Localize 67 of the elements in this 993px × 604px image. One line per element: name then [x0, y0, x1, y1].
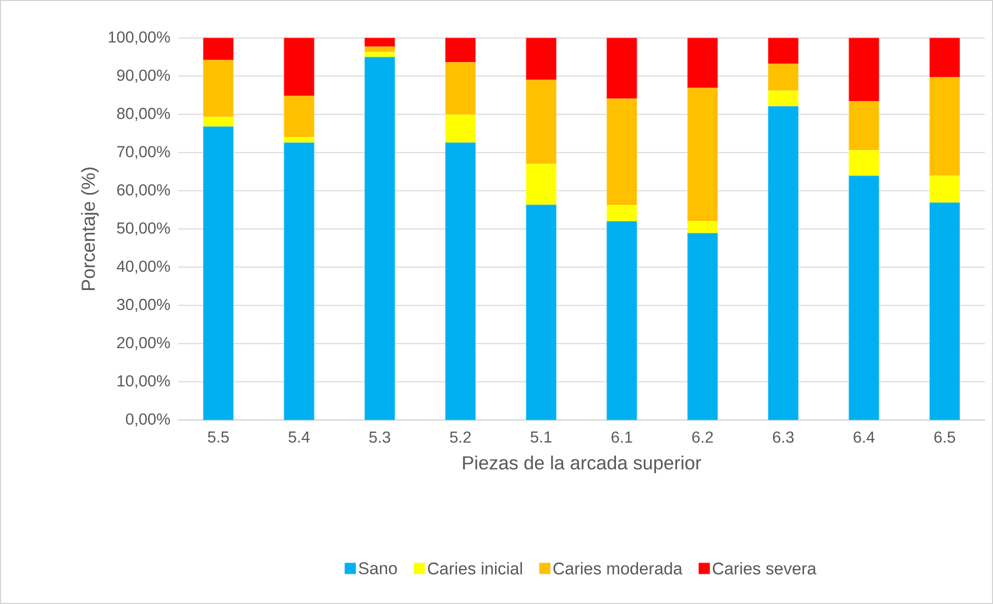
y-tick-label: 10,00% [118, 375, 170, 388]
bar [848, 150, 880, 176]
bar [687, 88, 718, 222]
bar [768, 64, 799, 91]
y-tick-label: 90,00% [117, 70, 170, 83]
bar [929, 38, 960, 78]
bar [768, 38, 799, 64]
bar [606, 205, 638, 222]
bar [929, 176, 960, 203]
bar [606, 98, 638, 206]
bar [445, 114, 476, 143]
bar [445, 142, 476, 420]
x-tick-label: 5.5 [208, 432, 229, 443]
bar [768, 106, 799, 420]
bar [364, 46, 396, 52]
legend-label: Caries severa [712, 562, 816, 575]
y-tick-label: 70,00% [117, 146, 170, 160]
bar [848, 38, 880, 102]
bar [364, 52, 396, 58]
y-tick-label: 100,00% [108, 31, 170, 45]
y-tick-label: 30,00% [117, 298, 170, 312]
bar [768, 90, 799, 107]
bar [687, 38, 718, 88]
bar [284, 96, 314, 138]
y-tick-label: 40,00% [116, 260, 170, 274]
bar [526, 38, 556, 80]
x-tick-label: 5.2 [450, 432, 471, 443]
x-tick-label: 6.4 [854, 432, 875, 443]
x-axis-title: Piezas de la arcada superior [463, 456, 702, 474]
x-tick-label: 6.2 [692, 432, 713, 443]
bar [445, 62, 476, 116]
x-tick-label: 6.1 [612, 432, 632, 443]
y-tick-label: 50,00% [117, 222, 170, 236]
bar [284, 137, 314, 143]
bar [687, 232, 718, 420]
x-tick-label: 5.1 [530, 432, 552, 443]
y-tick-label: 60,00% [117, 184, 170, 198]
y-tick-label: 20,00% [117, 337, 170, 350]
bar [848, 101, 880, 151]
x-tick-label: 6.5 [934, 432, 956, 443]
bar [687, 221, 718, 234]
bar [526, 80, 556, 164]
bar [284, 142, 314, 420]
bar [203, 126, 234, 420]
y-tick-label: 80,00% [117, 108, 170, 121]
bar [203, 116, 234, 127]
legend-label: Sano [358, 562, 397, 574]
bar [526, 164, 556, 206]
bar [848, 176, 880, 420]
x-tick-label: 6.3 [772, 432, 794, 443]
bar [364, 38, 396, 48]
legend-label: Caries moderada [553, 562, 682, 575]
bar [203, 38, 234, 60]
bar [606, 221, 638, 420]
y-tick-label: 0,00% [126, 413, 170, 427]
bar [606, 38, 638, 99]
bar [445, 38, 476, 63]
bar [284, 38, 314, 96]
x-tick-label: 5.3 [369, 432, 390, 443]
legend-label: Caries inicial [428, 562, 522, 575]
bar [364, 56, 396, 420]
x-tick-label: 5.4 [288, 432, 310, 443]
y-axis-title: Porcentaje (%) [81, 168, 99, 290]
bar [526, 204, 556, 420]
bar [929, 202, 960, 420]
bar [929, 77, 960, 176]
bar [203, 60, 234, 118]
